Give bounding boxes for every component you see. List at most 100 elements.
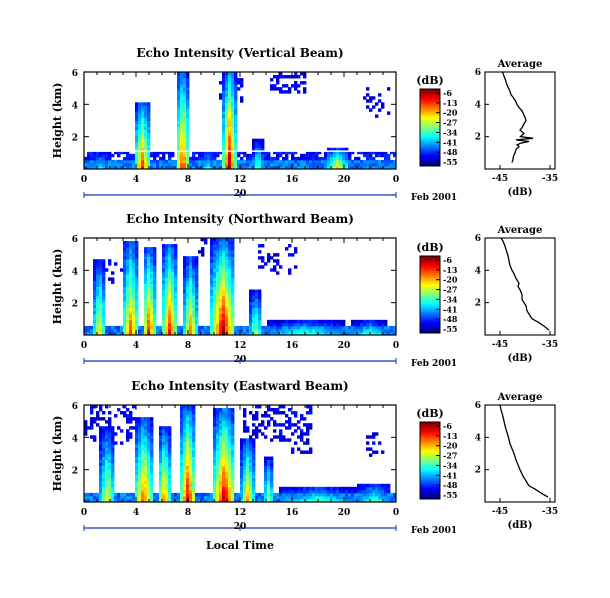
colorbar-tick-label: -41 (443, 137, 457, 147)
profile-y-tick-label: 4 (475, 100, 481, 110)
colorbar-tick-label: -20 (443, 108, 458, 118)
profile-line (500, 237, 550, 331)
profile-frame (484, 71, 556, 170)
date-day: 20 (234, 355, 247, 365)
x-tick-label: 0 (81, 508, 87, 518)
colorbar-unit: (dB) (416, 241, 443, 254)
x-tick-label: 20 (338, 341, 351, 351)
profile-y-tick-label: 6 (475, 68, 481, 78)
colorbar-tick-label: -34 (443, 294, 458, 304)
colorbar-tick-label: -34 (443, 127, 458, 137)
colorbar-tick-label: -20 (443, 441, 458, 451)
x-axis-label: Local Time (206, 539, 274, 552)
colorbar-tick-label: -48 (443, 480, 458, 490)
x-tick-label: 20 (338, 175, 351, 185)
profile-x-label: (dB) (508, 353, 533, 364)
y-tick-label: 4 (72, 267, 78, 277)
profile-title: Average (497, 392, 543, 403)
colorbar (420, 422, 440, 500)
panel-title: Echo Intensity (Eastward Beam) (131, 379, 348, 393)
date-label: Feb 2001 (411, 359, 457, 369)
colorbar (420, 256, 440, 334)
colorbar-tick-label: -13 (443, 98, 458, 108)
x-tick-label: 8 (185, 341, 191, 351)
profile-y-tick-label: 6 (475, 234, 481, 244)
x-tick-label: 4 (133, 508, 139, 518)
colorbar-tick-label: -13 (443, 265, 458, 275)
x-tick-label: 8 (185, 175, 191, 185)
y-tick-label: 6 (72, 402, 78, 412)
date-day: 20 (234, 189, 247, 199)
x-tick-label: 4 (133, 175, 139, 185)
y-tick-label: 6 (72, 69, 78, 79)
x-tick-label: 4 (133, 341, 139, 351)
y-axis-label: Height (km) (51, 83, 64, 159)
y-tick-label: 2 (72, 467, 78, 477)
x-tick-label: 16 (286, 341, 299, 351)
colorbar-tick-label: -6 (443, 88, 452, 98)
colorbar-frame (419, 255, 441, 334)
colorbar-tick-label: -27 (443, 285, 457, 295)
date-label: Feb 2001 (411, 193, 457, 203)
heatmap-cells (84, 405, 397, 503)
colorbar-tick-label: -41 (443, 304, 457, 314)
colorbar (420, 89, 440, 167)
x-tick-label: 0 (393, 175, 399, 185)
colorbar-tick-label: -20 (443, 275, 458, 285)
date-day: 20 (234, 522, 247, 532)
profile-x-tick-label: -45 (492, 340, 508, 350)
profile-y-tick-label: 4 (475, 433, 481, 443)
colorbar-tick-label: -6 (443, 421, 452, 431)
clutter-gap (84, 150, 396, 152)
panel-title: Echo Intensity (Northward Beam) (126, 212, 354, 226)
colorbar-tick-label: -55 (443, 157, 457, 167)
x-tick-label: 0 (81, 175, 87, 185)
colorbar-tick-label: -6 (443, 255, 452, 265)
colorbar-unit: (dB) (416, 407, 443, 420)
heatmap-cells (84, 72, 397, 170)
colorbar-tick-label: -27 (443, 451, 457, 461)
colorbar-tick-label: -13 (443, 431, 458, 441)
profile-line (501, 71, 534, 163)
y-tick-label: 4 (72, 434, 78, 444)
x-tick-label: 12 (234, 341, 247, 351)
x-tick-label: 8 (185, 508, 191, 518)
x-tick-label: 16 (286, 175, 299, 185)
y-tick-label: 4 (72, 101, 78, 111)
x-tick-label: 0 (393, 341, 399, 351)
profile-x-tick-label: -45 (492, 174, 508, 184)
colorbar-tick-label: -48 (443, 147, 458, 157)
colorbar-tick-label: -55 (443, 490, 457, 500)
panel-title: Echo Intensity (Vertical Beam) (136, 46, 343, 60)
colorbar-unit: (dB) (416, 74, 443, 87)
profile-x-tick-label: -35 (542, 174, 558, 184)
colorbar-tick-label: -55 (443, 324, 457, 334)
colorbar-tick-label: -48 (443, 314, 458, 324)
profile-x-tick-label: -35 (542, 507, 558, 517)
colorbar-tick-label: -27 (443, 118, 457, 128)
colorbar-frame (419, 88, 441, 167)
y-tick-label: 2 (72, 134, 78, 144)
y-tick-label: 6 (72, 235, 78, 245)
profile-line (499, 404, 549, 498)
profile-x-tick-label: -35 (542, 340, 558, 350)
profile-y-tick-label: 6 (475, 401, 481, 411)
x-tick-label: 12 (234, 175, 247, 185)
panel-2: Echo Intensity (Northward Beam)0 4 8 12 16 20… (51, 212, 558, 369)
profile-y-tick-label: 2 (475, 299, 481, 309)
y-axis-label: Height (km) (51, 249, 64, 325)
panel-3: Echo Intensity (Eastward Beam) 0 4 8 12 16 20 0… (51, 379, 558, 552)
profile-x-tick-label: -45 (492, 507, 508, 517)
profile-y-tick-label: 2 (475, 466, 481, 476)
colorbar-tick-label: -41 (443, 470, 457, 480)
profile-title: Average (497, 225, 543, 236)
x-tick-label: 12 (234, 508, 247, 518)
profile-y-tick-label: 2 (475, 133, 481, 143)
x-tick-label: 0 (393, 508, 399, 518)
profile-title: Average (497, 59, 543, 70)
y-tick-label: 2 (72, 300, 78, 310)
colorbar-tick-label: -34 (443, 460, 458, 470)
profile-frame (484, 404, 556, 503)
x-tick-label: 0 (81, 341, 87, 351)
x-tick-label: 16 (286, 508, 299, 518)
